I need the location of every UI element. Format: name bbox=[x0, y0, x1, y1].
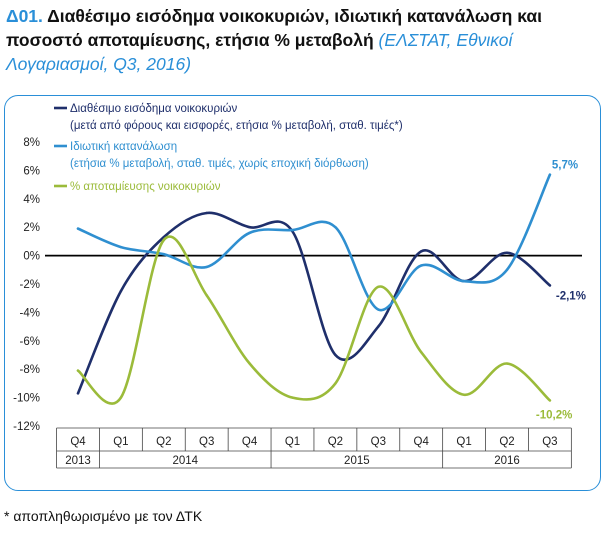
series-line-savings bbox=[76, 235, 552, 405]
data-point-consumption bbox=[334, 226, 337, 229]
chart-source: (ΕΛΣΤΑΤ, Εθνικοί Λογαριασμοί, Q3, 2016) bbox=[6, 30, 513, 74]
y-tick-label: -12% bbox=[13, 421, 40, 433]
y-tick-label: -10% bbox=[13, 393, 40, 405]
x-tick-label: Q4 bbox=[242, 436, 258, 448]
data-point-savings bbox=[377, 285, 380, 289]
x-year-label: 2013 bbox=[65, 455, 91, 467]
data-point-consumption bbox=[162, 252, 165, 256]
x-year-label: 2016 bbox=[494, 455, 520, 467]
data-point-savings bbox=[548, 399, 552, 402]
data-point-savings bbox=[162, 238, 165, 242]
chart-title: Δ01. Διαθέσιμο εισόδημα νοικοκυριών, ιδι… bbox=[6, 4, 601, 76]
data-point-income bbox=[548, 284, 552, 287]
data-point-savings bbox=[248, 362, 251, 365]
chart-code: Δ01. bbox=[6, 6, 43, 26]
data-point-savings bbox=[291, 396, 294, 399]
y-tick-label: -8% bbox=[20, 364, 40, 376]
x-tick-label: Q1 bbox=[456, 436, 471, 448]
legend-subtitle-income: (μετά από φόρους και εισφορές, ετήσια % … bbox=[70, 120, 403, 132]
y-tick-label: -4% bbox=[20, 307, 40, 319]
legend-subtitle-consumption: (ετήσια % μεταβολή, σταθ. τιμές, χωρίς ε… bbox=[70, 158, 369, 170]
data-point-income bbox=[248, 226, 251, 229]
series-line-income bbox=[76, 211, 552, 395]
x-tick-label: Q4 bbox=[70, 436, 86, 448]
end-label-income: -2,1% bbox=[556, 290, 586, 302]
chart-frame bbox=[4, 95, 601, 491]
data-point-consumption bbox=[119, 245, 123, 249]
y-tick-label: 0% bbox=[23, 251, 40, 263]
legend-label-savings: % αποταμίευσης νοικοκυριών bbox=[70, 181, 221, 193]
footnote: * αποπληθωρισμένο με τον ΔΤΚ bbox=[4, 508, 203, 524]
data-point-income bbox=[119, 289, 123, 293]
legend-label-income: Διαθέσιμο εισόδημα νοικοκυριών bbox=[70, 103, 238, 115]
data-point-savings bbox=[420, 350, 423, 354]
x-tick-label: Q4 bbox=[414, 436, 430, 448]
x-tick-label: Q3 bbox=[371, 436, 386, 448]
data-point-income bbox=[377, 325, 380, 328]
x-tick-label: Q2 bbox=[156, 436, 171, 448]
data-point-income bbox=[76, 392, 80, 395]
x-tick-label: Q2 bbox=[499, 436, 514, 448]
y-tick-label: -2% bbox=[20, 279, 40, 291]
y-tick-label: -6% bbox=[20, 336, 40, 348]
data-point-savings bbox=[462, 393, 466, 396]
data-point-consumption bbox=[462, 279, 466, 283]
data-point-savings bbox=[205, 294, 208, 297]
legend-label-consumption: Ιδιωτική κατανάλωση bbox=[70, 141, 177, 153]
data-point-savings bbox=[119, 396, 123, 399]
x-tick-label: Q1 bbox=[113, 436, 128, 448]
data-point-consumption bbox=[505, 268, 509, 271]
data-point-income bbox=[420, 250, 423, 253]
data-point-consumption bbox=[291, 228, 294, 232]
data-point-consumption bbox=[420, 264, 423, 267]
chart-title-text: Διαθέσιμο εισόδημα νοικοκυριών, ιδιωτική… bbox=[6, 6, 542, 50]
x-tick-label: Q3 bbox=[542, 436, 557, 448]
data-point-income bbox=[205, 211, 208, 215]
x-tick-label: Q2 bbox=[328, 436, 343, 448]
data-point-savings bbox=[334, 382, 337, 385]
end-label-consumption: 5,7% bbox=[552, 160, 578, 172]
x-tick-label: Q3 bbox=[199, 436, 214, 448]
data-point-consumption bbox=[205, 265, 208, 269]
data-point-savings bbox=[76, 369, 80, 372]
x-year-label: 2014 bbox=[172, 455, 198, 467]
data-point-income bbox=[334, 353, 337, 357]
x-year-label: 2015 bbox=[344, 455, 370, 467]
data-point-savings bbox=[505, 362, 509, 365]
end-label-savings: -10,2% bbox=[536, 409, 572, 421]
y-tick-label: 4% bbox=[23, 194, 40, 206]
x-tick-label: Q1 bbox=[285, 436, 300, 448]
data-point-consumption bbox=[76, 227, 80, 230]
y-tick-label: 6% bbox=[23, 165, 40, 177]
data-point-consumption bbox=[248, 231, 251, 235]
data-point-consumption bbox=[548, 173, 552, 176]
data-point-consumption bbox=[377, 308, 380, 311]
y-tick-label: 2% bbox=[23, 222, 40, 234]
y-tick-label: 8% bbox=[23, 137, 40, 149]
data-point-income bbox=[505, 251, 509, 254]
